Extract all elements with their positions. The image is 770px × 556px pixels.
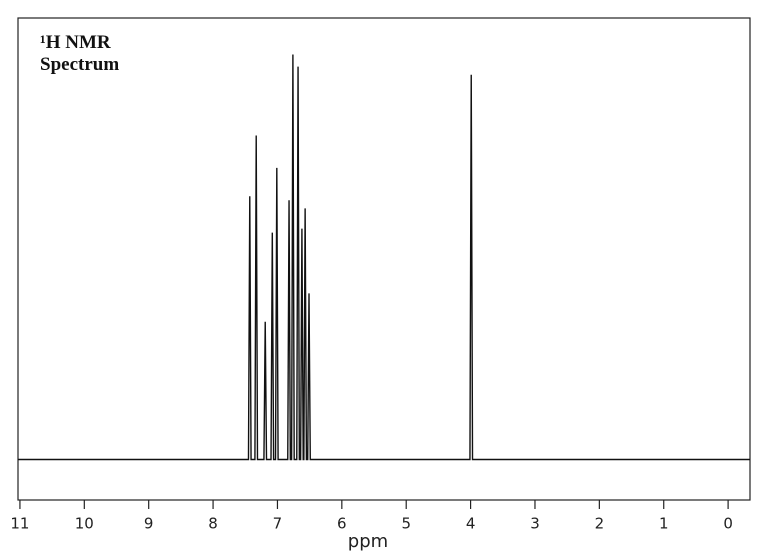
- x-tick-label: 2: [595, 515, 605, 533]
- x-tick-label: 5: [401, 515, 411, 533]
- x-tick-label: 9: [144, 515, 154, 533]
- x-tick-label: 1: [659, 515, 669, 533]
- x-tick-label: 6: [337, 515, 347, 533]
- x-tick-label: 4: [466, 515, 476, 533]
- x-tick-label: 7: [273, 515, 283, 533]
- chart-title: ¹H NMR Spectrum: [40, 32, 120, 75]
- spectrum-line: [18, 54, 750, 461]
- x-tick-label: 11: [10, 515, 29, 533]
- x-tick-label: 8: [208, 515, 218, 533]
- x-tick-label: 3: [530, 515, 540, 533]
- x-tick-label: 0: [723, 515, 733, 533]
- x-axis-label: ppm: [348, 531, 388, 552]
- x-tick-label: 10: [75, 515, 94, 533]
- plot-frame: [17, 17, 751, 501]
